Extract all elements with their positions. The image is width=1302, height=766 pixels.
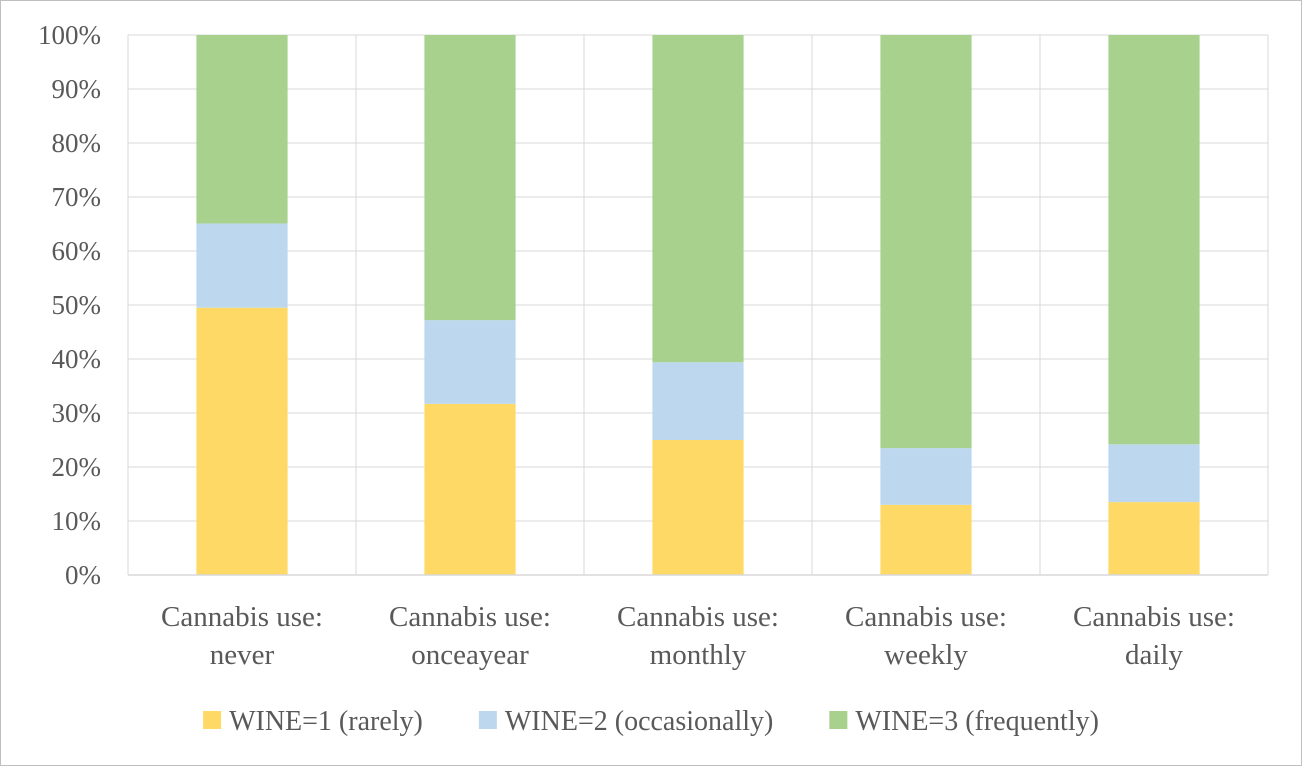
y-tick-label: 10% bbox=[52, 506, 102, 536]
bar-segment bbox=[424, 320, 516, 404]
y-tick-label: 100% bbox=[38, 20, 101, 50]
bar-segment bbox=[880, 35, 972, 449]
bar-segment bbox=[424, 35, 516, 321]
y-tick-label: 20% bbox=[52, 452, 102, 482]
bar-segment bbox=[1108, 502, 1200, 575]
bar-segment bbox=[880, 448, 972, 505]
legend-label: WINE=2 (occasionally) bbox=[505, 706, 773, 737]
legend: WINE=1 (rarely) WINE=2 (occasionally) WINE… bbox=[203, 706, 1099, 737]
y-tick-label: 0% bbox=[65, 560, 101, 590]
bar-segment bbox=[1108, 444, 1200, 503]
y-axis-tick-labels: 0% 10% 20% 30% 40% 50% 60% 70% 80% 90% 100% bbox=[38, 20, 101, 590]
bar-segment bbox=[424, 403, 516, 575]
x-category-label: Cannabis use: never bbox=[161, 601, 323, 671]
y-tick-label: 70% bbox=[52, 182, 102, 212]
y-tick-label: 90% bbox=[52, 74, 102, 104]
legend-label: WINE=3 (frequently) bbox=[855, 706, 1099, 737]
y-tick-label: 60% bbox=[52, 236, 102, 266]
bar-segment bbox=[652, 440, 744, 575]
y-tick-label: 30% bbox=[52, 398, 102, 428]
bar-segment bbox=[652, 362, 744, 440]
legend-swatch bbox=[203, 711, 222, 729]
bar-segment bbox=[652, 35, 744, 363]
legend-swatch bbox=[478, 711, 497, 729]
legend-swatch bbox=[829, 711, 848, 729]
y-tick-label: 40% bbox=[52, 344, 102, 374]
x-category-label: Cannabis use: onceayear bbox=[389, 601, 551, 671]
bar-segment bbox=[196, 307, 288, 575]
bar-segment bbox=[196, 223, 288, 308]
x-axis-category-labels: Cannabis use: never Cannabis use: onceayear… bbox=[161, 601, 1235, 671]
bar-segment bbox=[1108, 35, 1200, 445]
bar-segment bbox=[196, 35, 288, 224]
y-tick-label: 50% bbox=[52, 290, 102, 320]
x-category-label: Cannabis use: monthly bbox=[617, 601, 779, 671]
y-tick-label: 80% bbox=[52, 128, 102, 158]
legend-label: WINE=1 (rarely) bbox=[229, 706, 423, 737]
x-category-label: Cannabis use: weekly bbox=[845, 601, 1007, 671]
bars bbox=[196, 35, 1200, 575]
x-category-label: Cannabis use: daily bbox=[1073, 601, 1235, 671]
bar-segment bbox=[880, 504, 972, 575]
